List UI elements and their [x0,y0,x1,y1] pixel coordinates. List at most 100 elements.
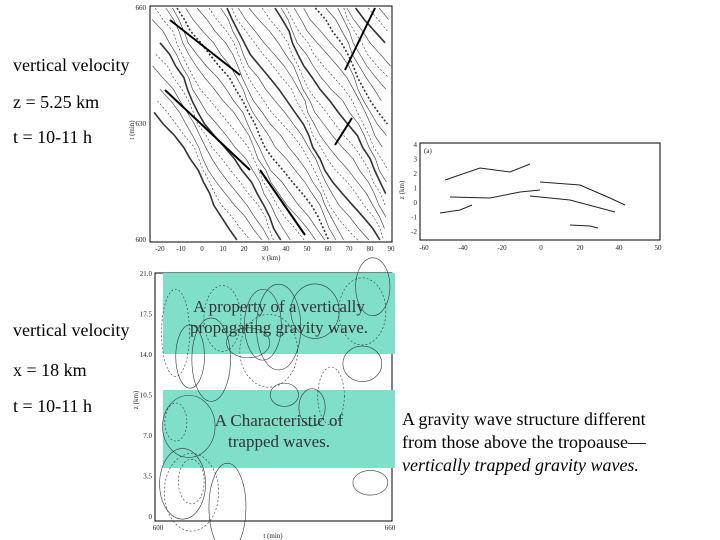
highlight-band [163,390,395,468]
label: t = 10-11 h [13,396,92,416]
trajectory [449,189,541,199]
label: vertical velocity [13,55,130,75]
highlight-band [163,273,395,354]
trajectory [539,181,626,206]
contour [172,7,326,241]
contour [226,7,381,241]
tick-label: -20 [155,245,165,253]
trajectory [569,224,599,229]
contour [248,7,387,217]
caption-line: trapped waves. [228,432,330,451]
contour [346,7,391,67]
tick-label: 660 [136,4,147,12]
trajectory [444,163,531,181]
tick-label: -20 [497,244,507,252]
tick-label: z (km) [398,180,406,199]
tick-label: 600 [136,236,147,244]
tick-label: -1 [411,214,417,222]
contour [303,7,387,136]
contour [203,285,242,352]
tick-label: 0 [414,199,418,207]
tick-label: 0 [539,244,543,252]
tick-label: -60 [419,244,429,252]
top-figure-frame [149,5,393,243]
contour [161,288,190,377]
contour [226,327,271,359]
note-line: A gravity wave structure different [402,409,646,429]
contours [151,7,626,540]
contour [337,7,387,90]
label: vertical velocity [13,320,130,340]
tick-label: 0 [200,245,204,253]
tick-label: 20 [241,245,249,253]
contour [343,7,389,78]
contour [256,283,302,371]
tick-label: t (min) [263,532,283,540]
tick-label: 600 [153,524,164,532]
contour [159,448,206,520]
caption: A Characteristic of trapped waves. [163,410,395,452]
tick-label: -2 [411,228,417,236]
contour [352,470,389,496]
tick-label: t (min) [128,120,136,140]
note-line: from those above the tropoause— [402,432,646,452]
contour [269,382,299,407]
contour [155,54,274,241]
contour [191,317,231,402]
note: A gravity wave structure different from … [402,408,720,477]
guide-line [334,117,353,146]
contour [175,324,205,389]
tick-label: 80 [367,245,375,253]
contour [378,7,389,20]
tick-label: 40 [616,244,624,252]
caption-line: A property of a vertically [193,297,365,316]
contour [355,257,391,317]
label: t = 10-11 h [13,127,92,147]
caption-line: A Characteristic of [214,411,344,430]
guide-line [259,169,306,236]
tick-label: 21.0 [140,270,153,278]
contour [220,7,370,241]
tick-label: -40 [458,244,468,252]
contour [164,402,188,442]
contour [354,7,386,44]
guide-line [169,19,241,76]
contour [196,7,344,241]
tick-label: 17.5 [140,311,153,319]
contour [153,111,238,241]
tick-label: 60 [325,245,333,253]
note-emphasis: vertically trapped gravity waves. [402,454,720,477]
tick-label: 3.5 [143,473,152,481]
contour [262,7,386,206]
tick-label: 0 [149,513,153,521]
label: x = 18 km [13,360,87,380]
contour [293,7,383,148]
note-emphasis-text: vertically trapped gravity waves. [402,455,639,475]
contour [178,459,205,505]
guide-line [344,7,376,71]
contour [314,7,389,125]
contour [152,65,270,241]
tick-label: 10.5 [140,392,153,400]
contour [159,88,263,241]
contour [162,395,216,458]
tick-label: 3 [414,156,418,164]
tick-label: 90 [388,245,396,253]
contour [157,100,251,241]
contour [274,7,387,194]
contour [317,366,345,426]
contour [280,7,387,183]
tick-label: 30 [262,245,270,253]
contour [238,7,385,229]
tick-label: 2 [414,170,418,178]
tick-label: 7.0 [143,432,152,440]
contour [163,453,219,532]
contour [290,283,340,339]
trajectory [439,204,473,214]
caption-line: propagating gravity wave. [190,318,368,337]
contour [151,19,291,241]
tick-label: 14.0 [140,351,153,359]
contour [342,345,383,382]
